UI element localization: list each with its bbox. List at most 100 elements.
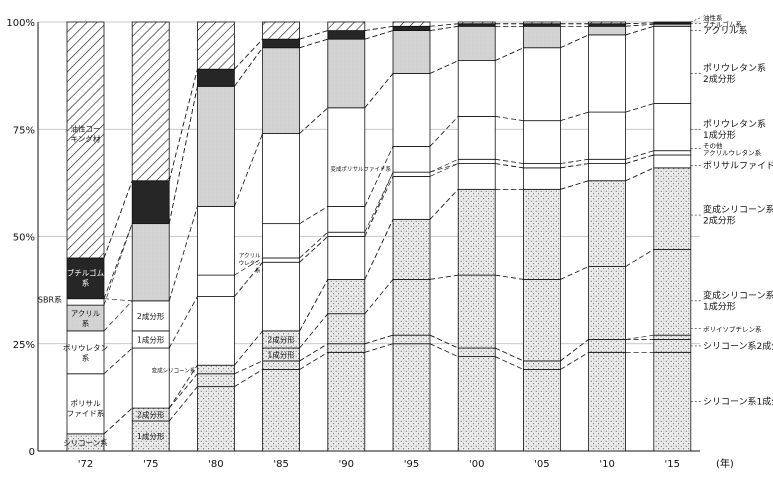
connector-line [168,373,198,409]
x-tick-label: '15 [665,459,680,470]
connector-line [560,339,589,362]
bar-segment [392,278,431,336]
connector-line [234,330,263,366]
connector-line [625,150,654,160]
connector-line [103,407,133,435]
bar-annotation: アクリル [71,309,101,318]
right-label: 変成シリコーン系 [703,204,773,216]
bar-segment [262,369,301,452]
connector-line [168,86,198,224]
y-tick-label: 50% [13,233,35,244]
bar-segment [392,146,431,173]
bar-segment [327,351,366,452]
bar-segment [327,21,366,31]
connector-line [560,163,589,169]
bar-segment [327,313,366,345]
connector-line [364,279,394,314]
bar-segment [327,278,366,315]
right-label: 2成分形 [703,73,736,85]
connector-line [429,274,459,280]
connector-line [560,111,589,122]
bar-segment [457,158,496,164]
connector-line [625,25,654,36]
x-tick-label: '00 [469,459,484,470]
connector-line [234,38,263,70]
bar-annotation: 2成分形 [137,410,165,420]
connector-line [234,133,263,207]
bar-segment [196,296,235,366]
connector-line [429,189,459,220]
bar-segment [588,25,626,36]
bar-segment [66,21,105,259]
connector-line [495,47,524,61]
bar-segment [262,360,301,370]
bar-annotation: 1成分形 [137,334,165,344]
bar-segment [653,339,692,353]
side-label: SBR系 [38,295,62,305]
connector-line [429,25,459,31]
right-label: ポリイソブチレン系 [703,325,762,334]
y-tick-label: 25% [13,340,35,351]
side-label: 変成シリコーン系 [152,366,196,374]
connector-line [625,249,654,267]
connector-line [103,180,133,259]
leader-line [690,16,703,23]
connector-line [495,356,524,370]
bar-annotation: 2成分形 [137,311,165,321]
bar-segment [588,351,626,452]
bar-segment [588,180,626,267]
connector-line [364,146,394,207]
bar-segment [131,223,170,302]
bar-segment [523,188,561,280]
connector-line [234,330,263,366]
bar-segment [653,25,692,104]
bar-segment [457,356,496,452]
connector-line [495,158,524,164]
bar-segment [66,330,105,375]
bar-segment [392,176,431,220]
bar-segment [523,278,561,362]
bar-segment [653,150,692,156]
bar-segment [196,68,235,87]
connector-line [103,223,133,299]
bar-segment [523,369,561,452]
bar-segment [131,300,170,332]
connector-line [364,73,394,109]
bar-segment [327,38,366,109]
bar-segment [262,223,301,259]
connector-line [103,298,133,302]
connector-line [299,352,328,370]
bar-segment [262,257,301,263]
bar-segment [262,261,301,332]
connector-line [625,23,654,27]
bar-segment [588,266,626,340]
connector-line [495,116,524,122]
bar-95 [392,21,431,452]
x-axis-unit: (年) [716,457,734,470]
bar-segment [392,334,431,345]
connector-line [560,180,589,190]
right-label: ポリサルファイド系 [703,161,773,172]
bar-segment [653,154,692,169]
bar-segment [457,115,496,160]
bar-segment [523,167,561,190]
bar-segment [392,171,431,177]
bar-segment [392,73,431,147]
bar-segment [131,347,170,409]
connector-line [429,163,459,173]
bar-annotation: 1成分形 [137,431,165,441]
connector-line [168,86,198,224]
connector-line [364,172,394,237]
connector-line [625,22,654,25]
connector-line [299,313,329,349]
bar-annotation: 1成分形 [267,349,295,359]
bar-segment [457,347,496,358]
x-tick-label: '90 [339,459,354,470]
bar-segment [196,21,235,70]
connector-line [429,163,459,177]
bar-segment [457,163,496,190]
connector-line [429,343,459,357]
bar-segment [588,158,626,164]
